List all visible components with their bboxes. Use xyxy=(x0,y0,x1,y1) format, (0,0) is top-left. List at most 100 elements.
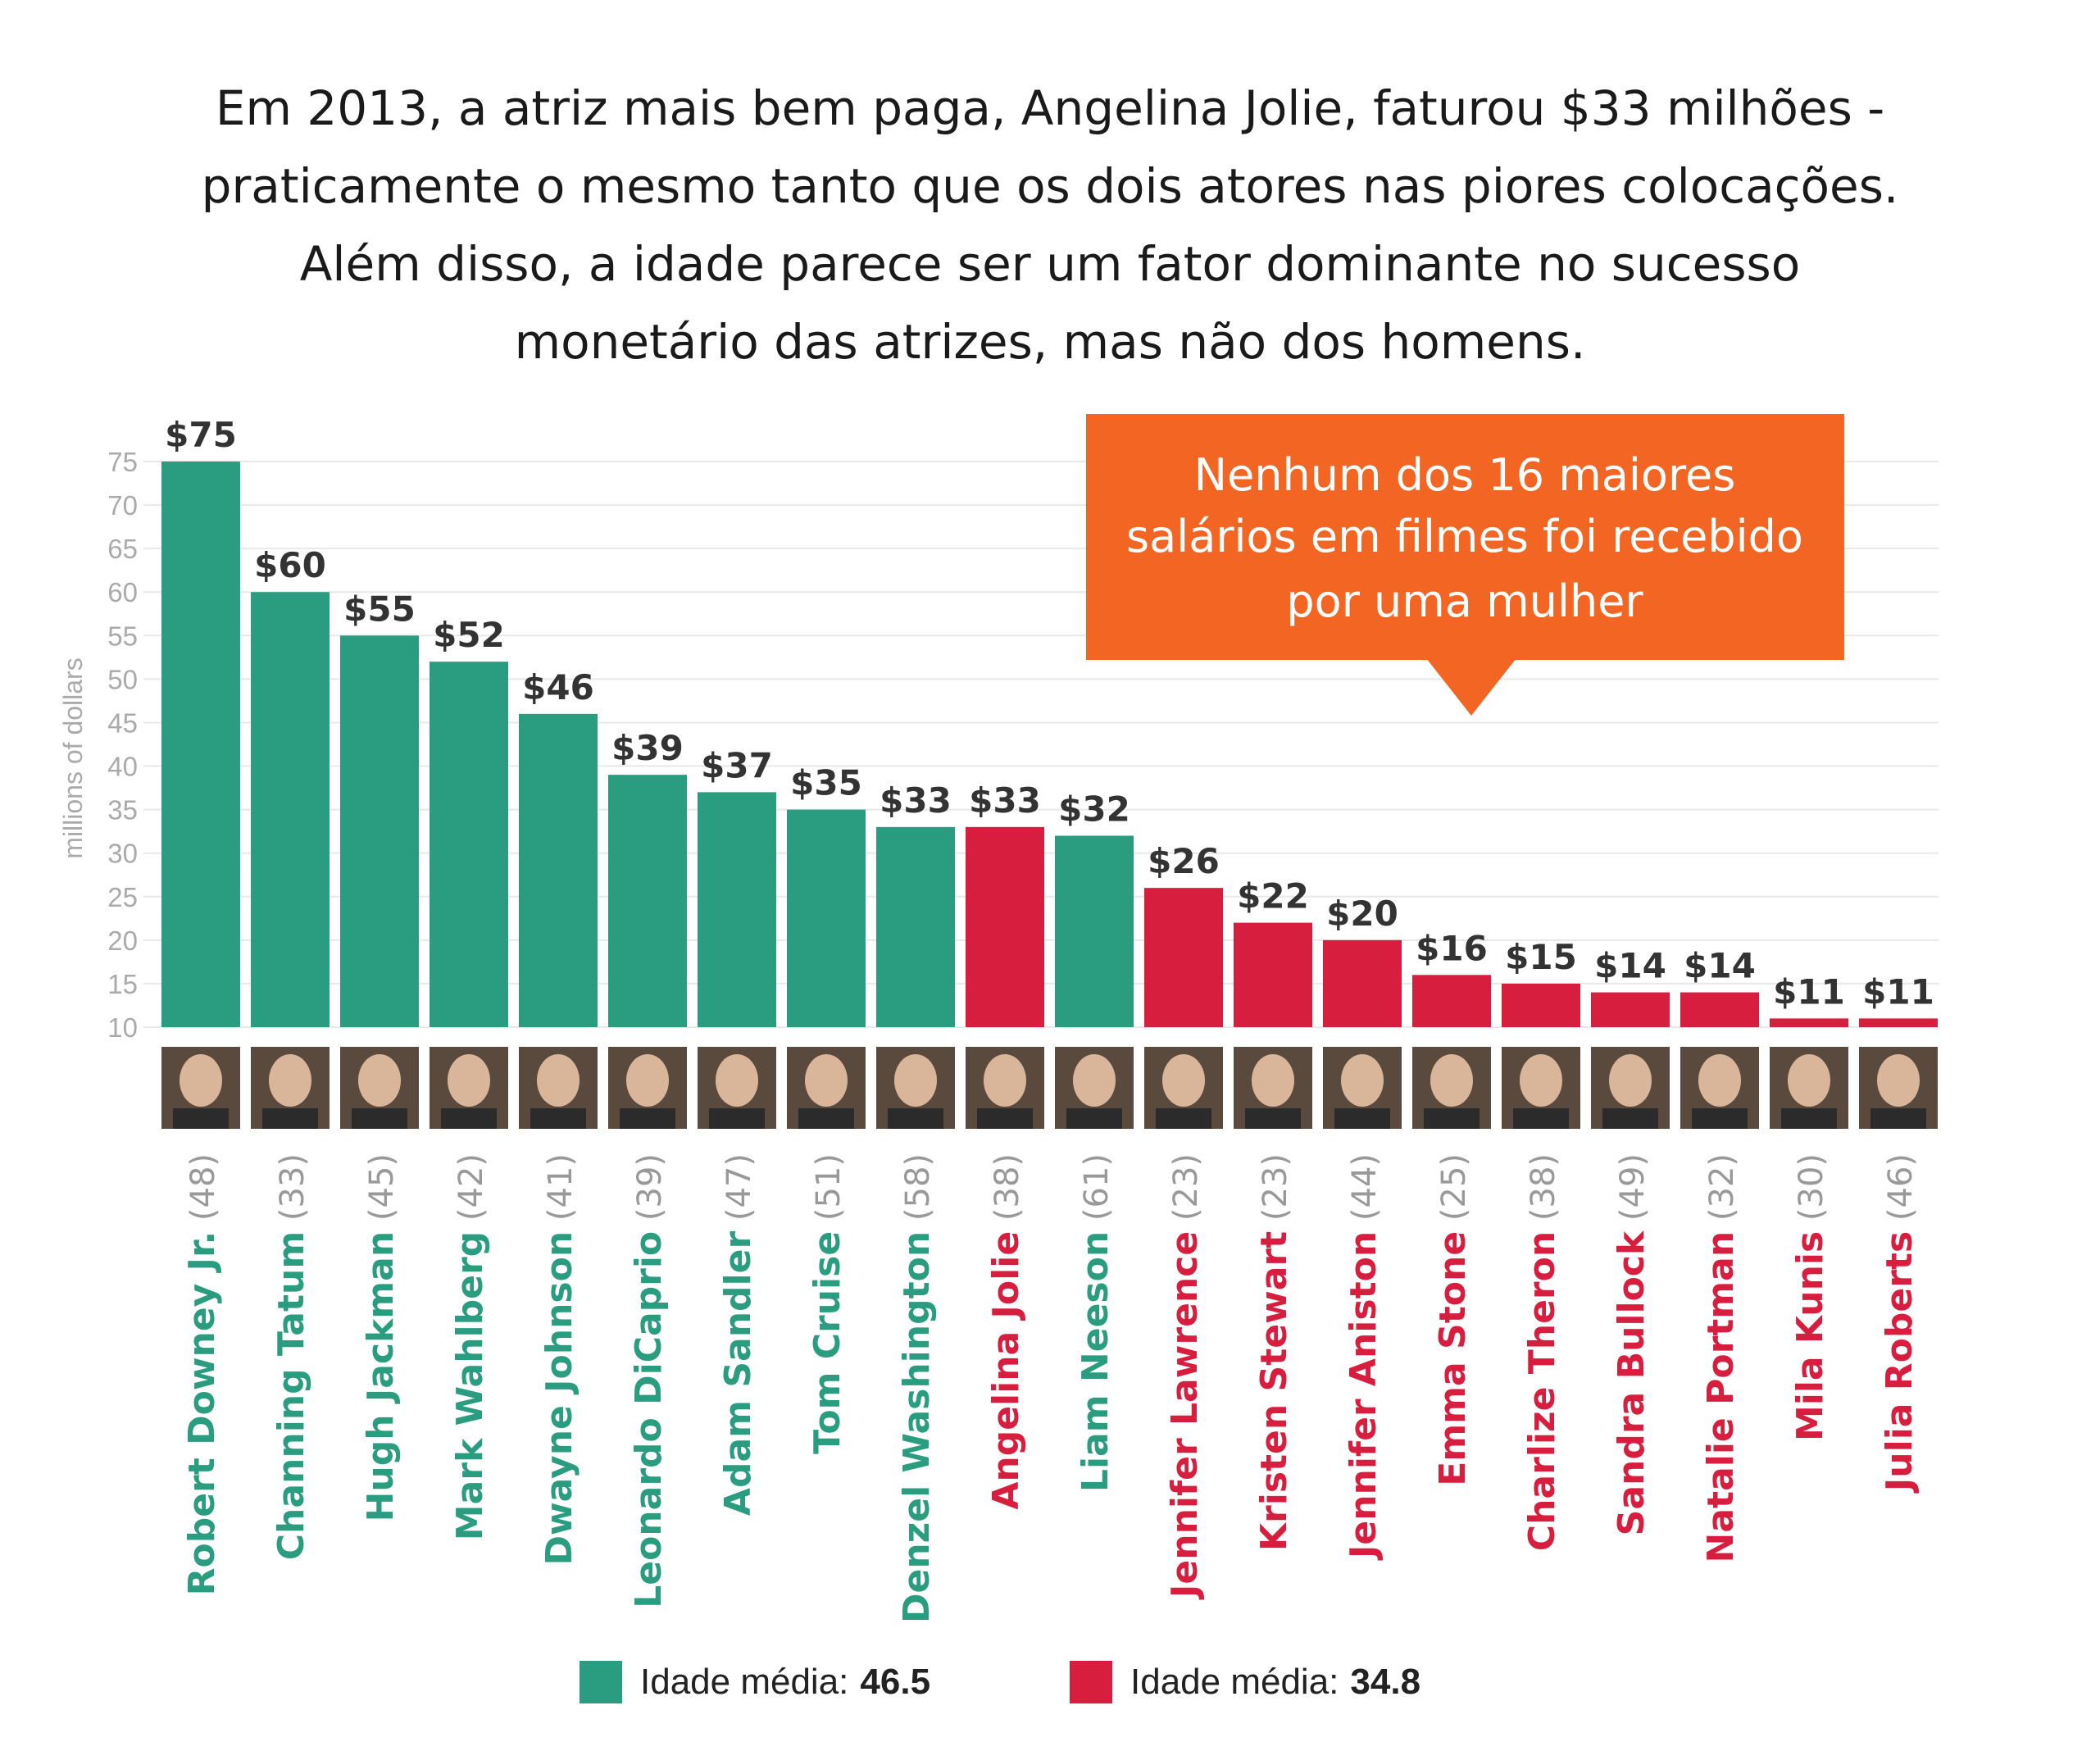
photo-face xyxy=(1609,1054,1652,1107)
value-label: $46 xyxy=(522,667,594,707)
photo-shoulders xyxy=(530,1108,586,1129)
actor-age: (25) xyxy=(1435,1153,1473,1231)
actor-photo xyxy=(1412,1047,1491,1129)
title-line-3: Além disso, a idade parece ser um fator … xyxy=(299,236,1801,292)
bar xyxy=(1323,939,1402,1027)
actor-name: Hugh Jackman (45) xyxy=(360,1153,402,1521)
title-line-1: Em 2013, a atriz mais bem paga, Angelina… xyxy=(215,80,1885,136)
y-tick-label: 20 xyxy=(107,926,138,956)
actor-name-text: Kristen Stewart xyxy=(1253,1231,1295,1551)
y-tick-label: 70 xyxy=(107,490,138,521)
actor-name: Jennifer Lawrence (23) xyxy=(1164,1153,1206,1600)
actor-names: Robert Downey Jr. (48) Channing Tatum (33… xyxy=(181,1153,1920,1623)
actor-photo xyxy=(161,1047,240,1129)
actor-age: (42) xyxy=(452,1153,490,1231)
photo-shoulders xyxy=(798,1108,854,1129)
bar xyxy=(1055,835,1134,1027)
bar xyxy=(608,775,687,1027)
salary-bar-chart: 75 70 65 60 55 50 45 40 35 30 25 20 15 10 millions of… xyxy=(58,414,1939,1623)
y-tick-label: 55 xyxy=(107,621,138,651)
actor-name-text: Jennifer Aniston xyxy=(1343,1231,1384,1561)
callout-pointer xyxy=(1426,658,1516,716)
bar xyxy=(1412,975,1491,1027)
y-tick-label: 25 xyxy=(107,882,138,912)
actor-name-text: Jennifer Lawrence xyxy=(1164,1231,1206,1600)
actor-name-text: Tom Cruise xyxy=(807,1231,848,1454)
legend-label-female: Idade média: xyxy=(1130,1662,1339,1702)
photo-face xyxy=(1520,1054,1562,1107)
actor-name-text: Robert Downey Jr. xyxy=(181,1231,223,1596)
actor-photo xyxy=(608,1047,687,1129)
bar xyxy=(161,462,240,1027)
bar xyxy=(1502,983,1580,1027)
bar xyxy=(1144,888,1223,1027)
actor-photo xyxy=(876,1047,955,1129)
value-labels: $75 $60 $55 $52 $46 $39 $37 $35 $33 $33 $32 $26 $22 $… xyxy=(165,415,1934,1012)
bar xyxy=(519,713,598,1027)
actor-age: (32) xyxy=(1703,1153,1741,1231)
value-label: $11 xyxy=(1862,971,1934,1012)
actor-name-text: Leonardo DiCaprio xyxy=(628,1231,670,1608)
value-label: $32 xyxy=(1058,789,1130,829)
photo-face xyxy=(626,1054,669,1107)
photo-face xyxy=(1788,1054,1830,1107)
actor-name-text: Dwayne Johnson xyxy=(539,1231,580,1566)
value-label: $20 xyxy=(1326,894,1398,934)
photo-face xyxy=(1252,1054,1294,1107)
photo-face xyxy=(1877,1054,1920,1107)
value-label: $14 xyxy=(1684,946,1756,986)
actor-photo xyxy=(698,1047,776,1129)
value-label: $52 xyxy=(433,615,505,655)
actor-name: Robert Downey Jr. (48) xyxy=(181,1153,223,1595)
bar xyxy=(1591,992,1670,1027)
actor-age: (45) xyxy=(363,1153,401,1231)
photo-shoulders xyxy=(1066,1108,1122,1129)
actor-name: Emma Stone (25) xyxy=(1432,1153,1474,1486)
actor-age: (46) xyxy=(1882,1153,1920,1231)
bar xyxy=(340,635,419,1027)
actor-name: Mark Wahlberg (42) xyxy=(449,1153,491,1540)
actor-age: (48) xyxy=(184,1153,222,1231)
actor-name: Adam Sandler (47) xyxy=(717,1153,759,1516)
actor-name-text: Channing Tatum xyxy=(270,1231,312,1560)
photo-face xyxy=(269,1054,311,1107)
legend-female: Idade média: 34.8 xyxy=(1070,1661,1420,1703)
value-label: $11 xyxy=(1773,971,1845,1012)
actor-name: Denzel Washington (58) xyxy=(896,1153,938,1623)
photo-row xyxy=(161,1047,1938,1129)
actor-age: (47) xyxy=(720,1153,758,1231)
photo-face xyxy=(1430,1054,1473,1107)
callout-line-3: por uma mulher xyxy=(1286,575,1643,627)
photo-shoulders xyxy=(441,1108,497,1129)
photo-shoulders xyxy=(1245,1108,1301,1129)
photo-shoulders xyxy=(1781,1108,1837,1129)
y-tick-label: 50 xyxy=(107,664,138,694)
value-label: $35 xyxy=(790,763,862,803)
actor-name-text: Mila Kunis xyxy=(1789,1231,1831,1441)
y-tick-label: 35 xyxy=(107,795,138,825)
actor-name-text: Sandra Bullock xyxy=(1611,1230,1652,1535)
y-tick-label: 15 xyxy=(107,969,138,999)
legend-label-male: Idade média: xyxy=(640,1662,849,1702)
actor-name: Channing Tatum (33) xyxy=(270,1153,312,1560)
actor-name: Leonardo DiCaprio (39) xyxy=(628,1153,670,1608)
photo-shoulders xyxy=(977,1108,1033,1129)
actor-name-text: Denzel Washington xyxy=(896,1231,938,1623)
actor-name: Tom Cruise (51) xyxy=(807,1153,848,1454)
legend-swatch-female xyxy=(1070,1661,1112,1703)
actor-name-text: Adam Sandler xyxy=(717,1231,759,1517)
actor-name-text: Angelina Jolie xyxy=(985,1231,1027,1510)
actor-name: Liam Neeson (61) xyxy=(1075,1153,1116,1492)
bar xyxy=(251,592,330,1027)
actor-name-text: Mark Wahlberg xyxy=(449,1231,491,1540)
actor-photo xyxy=(1144,1047,1223,1129)
actor-photo xyxy=(1502,1047,1580,1129)
value-label: $60 xyxy=(254,545,326,585)
value-label: $15 xyxy=(1505,937,1577,977)
actor-photo xyxy=(430,1047,508,1129)
y-tick-label: 65 xyxy=(107,534,138,564)
photo-shoulders xyxy=(1602,1108,1658,1129)
actor-name-text: Liam Neeson xyxy=(1075,1231,1116,1492)
actor-name: Dwayne Johnson (41) xyxy=(539,1153,580,1566)
actor-name: Charlize Theron (38) xyxy=(1521,1153,1563,1551)
